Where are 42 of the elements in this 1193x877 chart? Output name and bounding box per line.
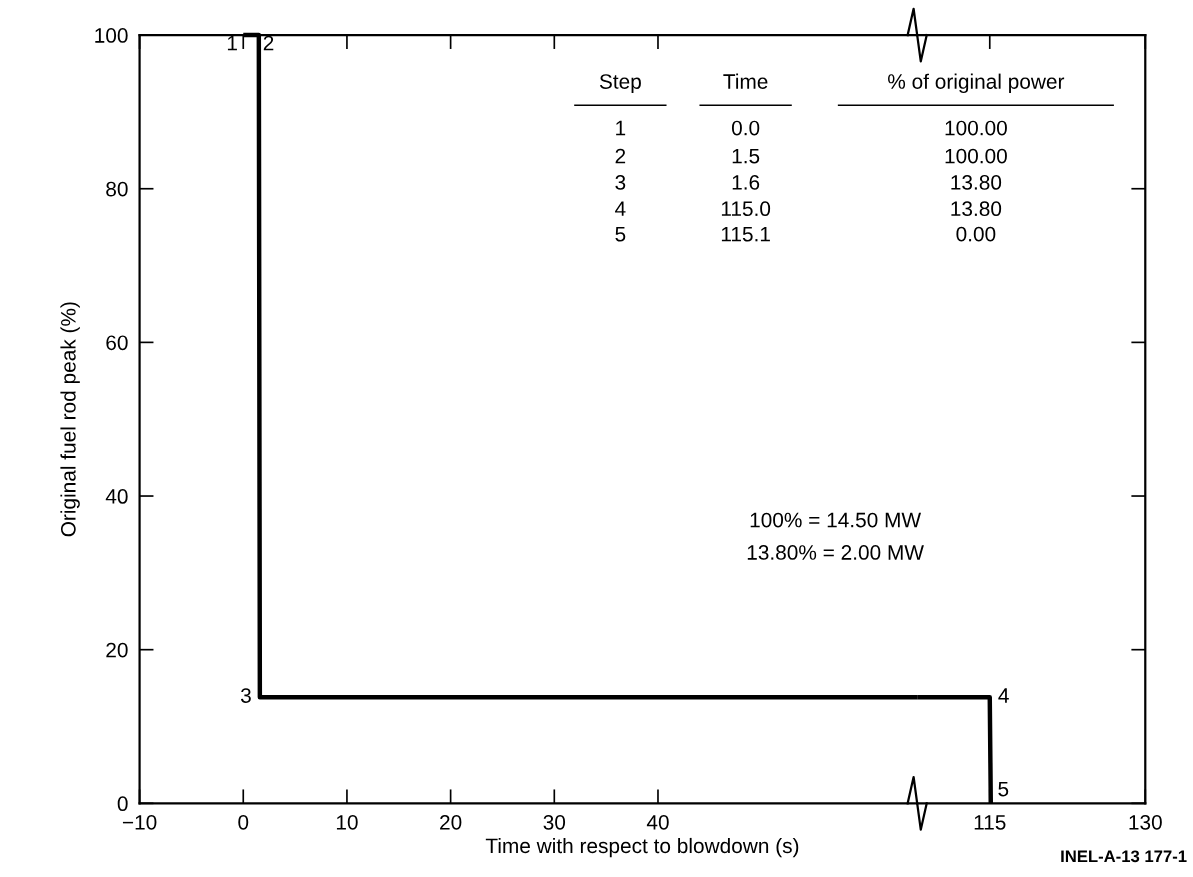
annotation: 115.0	[721, 201, 771, 217]
annotation: 1.5	[732, 148, 760, 164]
annotation: 4	[615, 201, 626, 216]
y-axis-title: Original fuel rod peak (%)	[60, 302, 80, 537]
annotation: Step	[599, 74, 641, 94]
annotation: 5	[615, 226, 626, 242]
x-tick-label: 0	[238, 814, 249, 830]
annotation: 1	[616, 120, 626, 136]
x-tick-label: 130	[1129, 814, 1162, 830]
annotation: 13.80	[951, 201, 1002, 217]
x-tick-label: 115	[974, 815, 1006, 830]
x-tick-label: 20	[440, 814, 462, 830]
text: INEL-A-13 177-1	[1061, 850, 1187, 863]
x-tick-label: 30	[543, 814, 566, 830]
annotation: 13.80	[951, 175, 1002, 190]
annotation: 0.0	[731, 120, 760, 136]
annotation: 3	[615, 175, 626, 190]
annotation: 0.00	[956, 226, 996, 242]
y-tick-label: 80	[106, 181, 128, 197]
annotation: 2	[615, 148, 626, 164]
annotation: 3	[240, 688, 251, 703]
x-tick-label: 10	[336, 814, 358, 830]
annotation: 100.00	[945, 120, 1007, 136]
annotation: 1	[227, 35, 237, 51]
annotation: 13.80% = 2.00 MW	[747, 545, 924, 560]
annotation: % of original power	[888, 73, 1065, 94]
y-tick-label: 0	[117, 796, 128, 812]
y-tick-label: 60	[106, 335, 128, 351]
annotation: 100% = 14.50 MW	[750, 512, 922, 528]
annotation: 2	[263, 35, 274, 51]
x-tick-label: 40	[646, 814, 669, 830]
y-tick-label: 20	[106, 642, 128, 658]
annotation: 100.00	[945, 148, 1007, 164]
annotation: 4	[998, 688, 1009, 703]
x-axis-title: Time with respect to blowdown (s)	[485, 837, 799, 858]
annotation: Time	[723, 73, 768, 89]
annotation: 115.1	[721, 226, 770, 242]
y-tick-label: 40	[105, 489, 128, 504]
annotation: 5	[998, 781, 1009, 797]
annotation: 1.6	[732, 175, 760, 190]
y-tick-label: 100	[95, 28, 128, 43]
x-tick-label: −10	[122, 814, 157, 830]
